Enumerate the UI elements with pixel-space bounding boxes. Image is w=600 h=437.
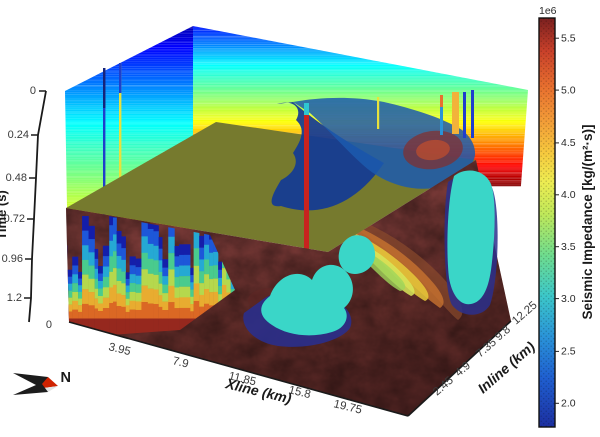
svg-text:Seismic Impedance [kg/(m²·s)]: Seismic Impedance [kg/(m²·s)] — [580, 124, 595, 319]
svg-text:0.48: 0.48 — [6, 172, 27, 184]
svg-text:0.24: 0.24 — [8, 129, 29, 141]
svg-text:4.0: 4.0 — [561, 189, 576, 201]
svg-text:1e6: 1e6 — [539, 5, 557, 17]
svg-text:5.0: 5.0 — [561, 84, 576, 96]
svg-text:0.96: 0.96 — [2, 253, 23, 265]
svg-text:Time (s): Time (s) — [0, 190, 9, 240]
svg-text:0: 0 — [46, 319, 52, 331]
svg-text:4.5: 4.5 — [561, 137, 576, 149]
svg-text:2.5: 2.5 — [561, 346, 576, 358]
svg-text:5.5: 5.5 — [561, 33, 576, 45]
svg-text:3.5: 3.5 — [561, 241, 576, 253]
svg-text:1.2: 1.2 — [7, 292, 22, 304]
svg-text:N: N — [61, 370, 71, 386]
svg-text:2.0: 2.0 — [561, 398, 576, 410]
svg-text:0: 0 — [30, 85, 36, 97]
svg-text:3.0: 3.0 — [561, 293, 576, 305]
